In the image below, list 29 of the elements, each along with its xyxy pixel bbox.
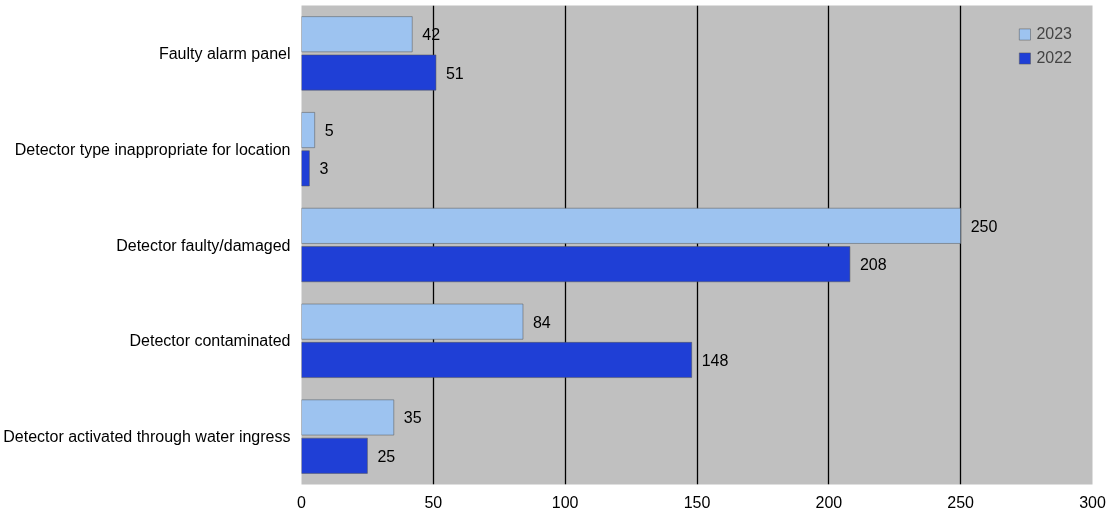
data-label: 5 [324,122,334,140]
data-label: 250 [970,217,998,235]
data-label: 148 [701,351,729,369]
x-tick-label: 200 [815,493,843,510]
legend-label: 2023 [1036,25,1072,43]
x-tick-label: 50 [424,493,443,510]
bar [301,150,310,187]
y-tick-label: Faulty alarm panel [158,44,291,62]
x-tick-label: 100 [551,493,579,510]
bar [301,303,524,340]
x-tick-label: 300 [1079,493,1106,510]
data-label: 3 [319,160,329,178]
data-label: 208 [859,256,887,274]
y-tick-label: Detector type inappropriate for location [14,140,291,158]
x-tick-label: 0 [297,493,307,510]
y-tick-label: Detector contaminated [129,332,291,350]
bar [301,246,851,283]
data-label: 51 [445,64,464,82]
y-tick-label: Detector activated through water ingress [3,428,291,446]
bar [301,207,961,244]
data-label: 25 [377,447,396,465]
data-label: 84 [532,313,551,331]
bar [301,342,692,378]
bar [301,112,315,148]
x-tick-label: 150 [683,493,711,510]
data-label: 35 [403,409,422,427]
x-tick-label: 250 [947,493,975,510]
y-tick-label: Detector faulty/damaged [116,236,291,254]
legend-label: 2022 [1036,49,1072,67]
